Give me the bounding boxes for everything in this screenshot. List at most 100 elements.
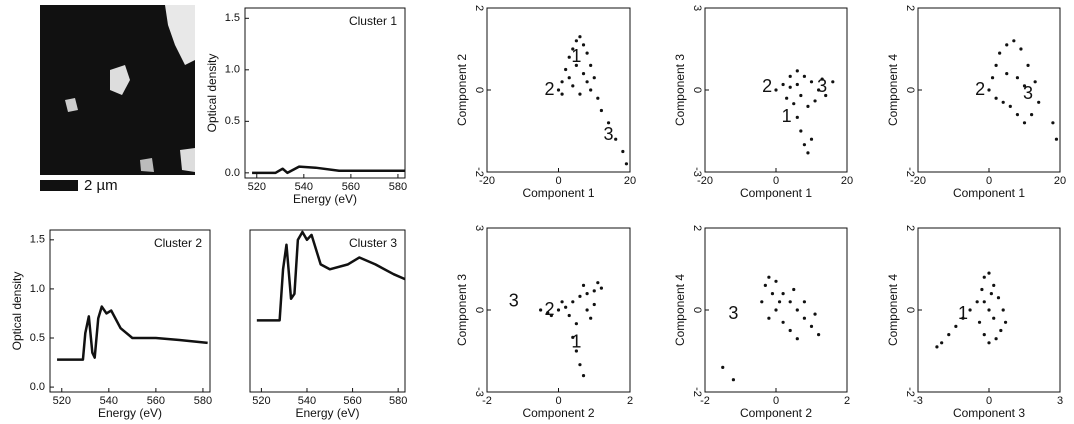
y-tick-label: -2 bbox=[473, 167, 485, 177]
scatter-point bbox=[774, 279, 778, 283]
x-tick-label: 20 bbox=[841, 175, 853, 187]
y-tick-label: -3 bbox=[691, 167, 703, 177]
scatter-point bbox=[994, 96, 998, 100]
y-tick-label: 2 bbox=[691, 225, 703, 231]
scatter-point bbox=[994, 337, 998, 341]
scatter-point bbox=[987, 308, 991, 312]
scatter-point bbox=[556, 88, 561, 92]
scatter-point bbox=[564, 67, 568, 72]
scatter-point bbox=[567, 76, 571, 80]
scatter-point bbox=[820, 77, 824, 81]
y-axis-label: Component 2 bbox=[455, 54, 469, 126]
x-tick-label: 0 bbox=[986, 395, 992, 407]
panel-title: Cluster 2 bbox=[154, 236, 202, 250]
x-tick-label: -20 bbox=[910, 175, 926, 187]
scatter-point bbox=[564, 305, 568, 309]
y-tick-label: 0 bbox=[904, 307, 916, 313]
bright-region bbox=[65, 98, 78, 112]
scatter-point bbox=[592, 302, 596, 307]
cluster-label: 2 bbox=[762, 76, 772, 96]
scatter-point bbox=[795, 115, 799, 119]
scatter-point bbox=[592, 76, 596, 80]
scatter-point bbox=[578, 35, 582, 39]
scatter-point bbox=[795, 69, 799, 73]
scatter-point bbox=[788, 328, 792, 333]
scatter-point bbox=[781, 82, 785, 87]
scatter-point bbox=[621, 149, 625, 154]
y-tick-label: 0 bbox=[691, 87, 703, 93]
scatter-point bbox=[999, 328, 1003, 333]
scatter-point bbox=[1037, 100, 1041, 104]
scatter-point bbox=[571, 335, 575, 339]
x-tick-label: 540 bbox=[100, 395, 118, 407]
x-tick-label: 0 bbox=[773, 395, 779, 407]
x-axis-label: Component 2 bbox=[522, 406, 594, 420]
scatter-point bbox=[809, 80, 814, 84]
x-tick-label: 580 bbox=[389, 395, 407, 407]
bright-region bbox=[180, 148, 195, 172]
scatter-point bbox=[788, 74, 792, 78]
scatter-point bbox=[831, 80, 835, 84]
scatter-point bbox=[585, 308, 589, 312]
x-tick-label: -20 bbox=[479, 175, 495, 187]
scatter-point bbox=[578, 363, 582, 367]
cluster-label: 3 bbox=[604, 124, 614, 144]
scatter-point bbox=[549, 313, 553, 318]
scatter-point bbox=[1026, 63, 1030, 67]
y-axis-label: Optical density bbox=[205, 54, 219, 133]
x-tick-label: 540 bbox=[298, 395, 316, 407]
x-axis-label: Component 2 bbox=[740, 406, 812, 420]
scatter-point bbox=[581, 283, 586, 287]
scatter-point bbox=[721, 365, 725, 369]
y-tick-label: 0.5 bbox=[30, 332, 45, 344]
scatter-point bbox=[992, 316, 996, 320]
scatter-point bbox=[977, 320, 982, 324]
scatter-point bbox=[1022, 84, 1027, 88]
scatter-point bbox=[947, 333, 951, 337]
x-tick-label: -2 bbox=[482, 395, 492, 407]
scatter-point bbox=[817, 333, 821, 337]
scatter-point bbox=[1015, 76, 1020, 80]
x-tick-label: 0 bbox=[773, 175, 779, 187]
y-tick-label: 0 bbox=[473, 87, 485, 93]
cluster-label: 3 bbox=[817, 76, 827, 96]
x-axis-label: Component 1 bbox=[953, 186, 1025, 200]
scatter-point bbox=[599, 286, 604, 290]
scatter-point bbox=[560, 300, 564, 304]
scatter-point bbox=[574, 63, 578, 67]
scatter-point bbox=[996, 296, 1001, 300]
scatter-point bbox=[760, 300, 764, 304]
scatter-point bbox=[1005, 43, 1009, 47]
bright-region bbox=[140, 158, 154, 172]
x-tick-label: 560 bbox=[147, 395, 165, 407]
cluster-label: 3 bbox=[1023, 83, 1033, 103]
scatter-point bbox=[560, 92, 564, 96]
scatter-point bbox=[1030, 113, 1034, 117]
bright-region bbox=[165, 5, 195, 65]
scatter-point bbox=[777, 300, 782, 304]
y-tick-label: -2 bbox=[904, 387, 916, 397]
scatter-point bbox=[1051, 121, 1055, 125]
scatter-point bbox=[571, 84, 575, 88]
y-axis-label: Optical density bbox=[10, 272, 24, 351]
scatter-point bbox=[589, 316, 593, 320]
x-tick-label: 20 bbox=[1054, 175, 1066, 187]
scatter-point bbox=[1001, 308, 1005, 312]
scatter-point bbox=[813, 312, 817, 316]
scatter-point bbox=[596, 96, 600, 100]
y-axis-label: Component 4 bbox=[886, 54, 900, 126]
scatter-point bbox=[574, 39, 578, 43]
scatter-point bbox=[990, 76, 995, 80]
scatter-point bbox=[982, 275, 986, 279]
scatter-point bbox=[1015, 113, 1020, 117]
scatter-point bbox=[968, 308, 972, 312]
panel-title: Cluster 3 bbox=[349, 236, 397, 250]
scatter-point bbox=[795, 308, 799, 312]
y-tick-label: 3 bbox=[691, 5, 703, 11]
x-tick-label: 3 bbox=[1057, 395, 1063, 407]
scatter-point bbox=[940, 341, 944, 345]
y-tick-label: 0 bbox=[904, 87, 916, 93]
y-tick-label: -3 bbox=[473, 387, 485, 397]
scatter-point bbox=[585, 80, 589, 84]
scale-bar bbox=[40, 180, 78, 191]
